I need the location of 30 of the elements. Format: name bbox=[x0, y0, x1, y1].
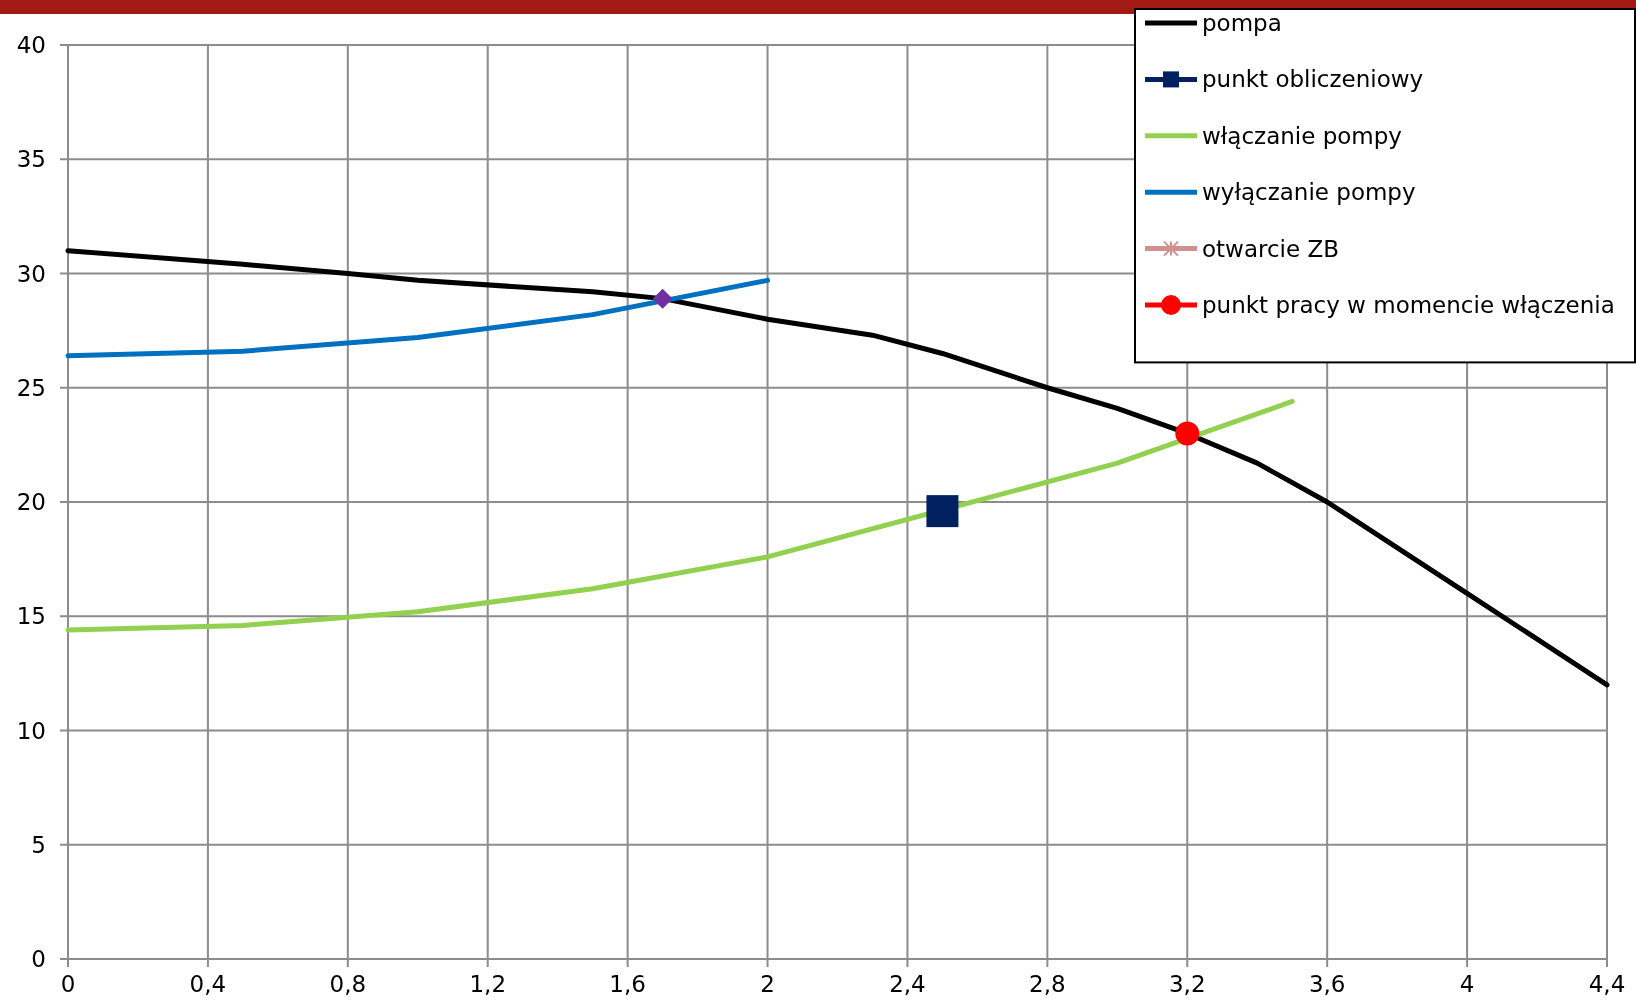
x-tick-label: 1,6 bbox=[609, 971, 646, 997]
x-tick-label: 0,4 bbox=[189, 971, 227, 997]
x-tick-label: 0,8 bbox=[329, 971, 367, 997]
y-tick-label: 40 bbox=[16, 32, 46, 58]
y-tick-label: 35 bbox=[16, 146, 46, 173]
x-tick-label: 1,2 bbox=[469, 971, 507, 997]
legend-label: wyłączanie pompy bbox=[1202, 179, 1416, 206]
x-tick-label: 2 bbox=[760, 971, 775, 997]
x-tick-label: 2,4 bbox=[889, 971, 926, 997]
x-tick-label: 3,2 bbox=[1168, 971, 1206, 997]
y-tick-label: 10 bbox=[16, 717, 46, 744]
y-tick-label: 20 bbox=[16, 489, 46, 515]
y-tick-label: 5 bbox=[31, 831, 46, 858]
legend-label: punkt pracy w momencie włączenia bbox=[1202, 292, 1615, 318]
legend-label: punkt obliczeniowy bbox=[1202, 66, 1424, 93]
x-tick-label: 3,6 bbox=[1308, 971, 1346, 997]
point bbox=[1175, 421, 1200, 446]
legend-label: otwarcie ZB bbox=[1202, 235, 1339, 262]
x-tick-label: 4,4 bbox=[1588, 971, 1626, 997]
x-tick-label: 0 bbox=[60, 971, 76, 997]
y-tick-label: 15 bbox=[16, 603, 46, 630]
y-tick-label: 30 bbox=[16, 260, 46, 287]
legend-label: pompa bbox=[1202, 10, 1282, 36]
x-tick-label: 2,8 bbox=[1029, 971, 1066, 997]
point bbox=[926, 495, 959, 528]
point bbox=[652, 288, 673, 309]
y-tick-label: 25 bbox=[16, 374, 46, 401]
legend-label: włączanie pompy bbox=[1202, 122, 1402, 149]
x-tick-label: 4 bbox=[1459, 971, 1475, 997]
y-tick-label: 0 bbox=[31, 946, 46, 972]
